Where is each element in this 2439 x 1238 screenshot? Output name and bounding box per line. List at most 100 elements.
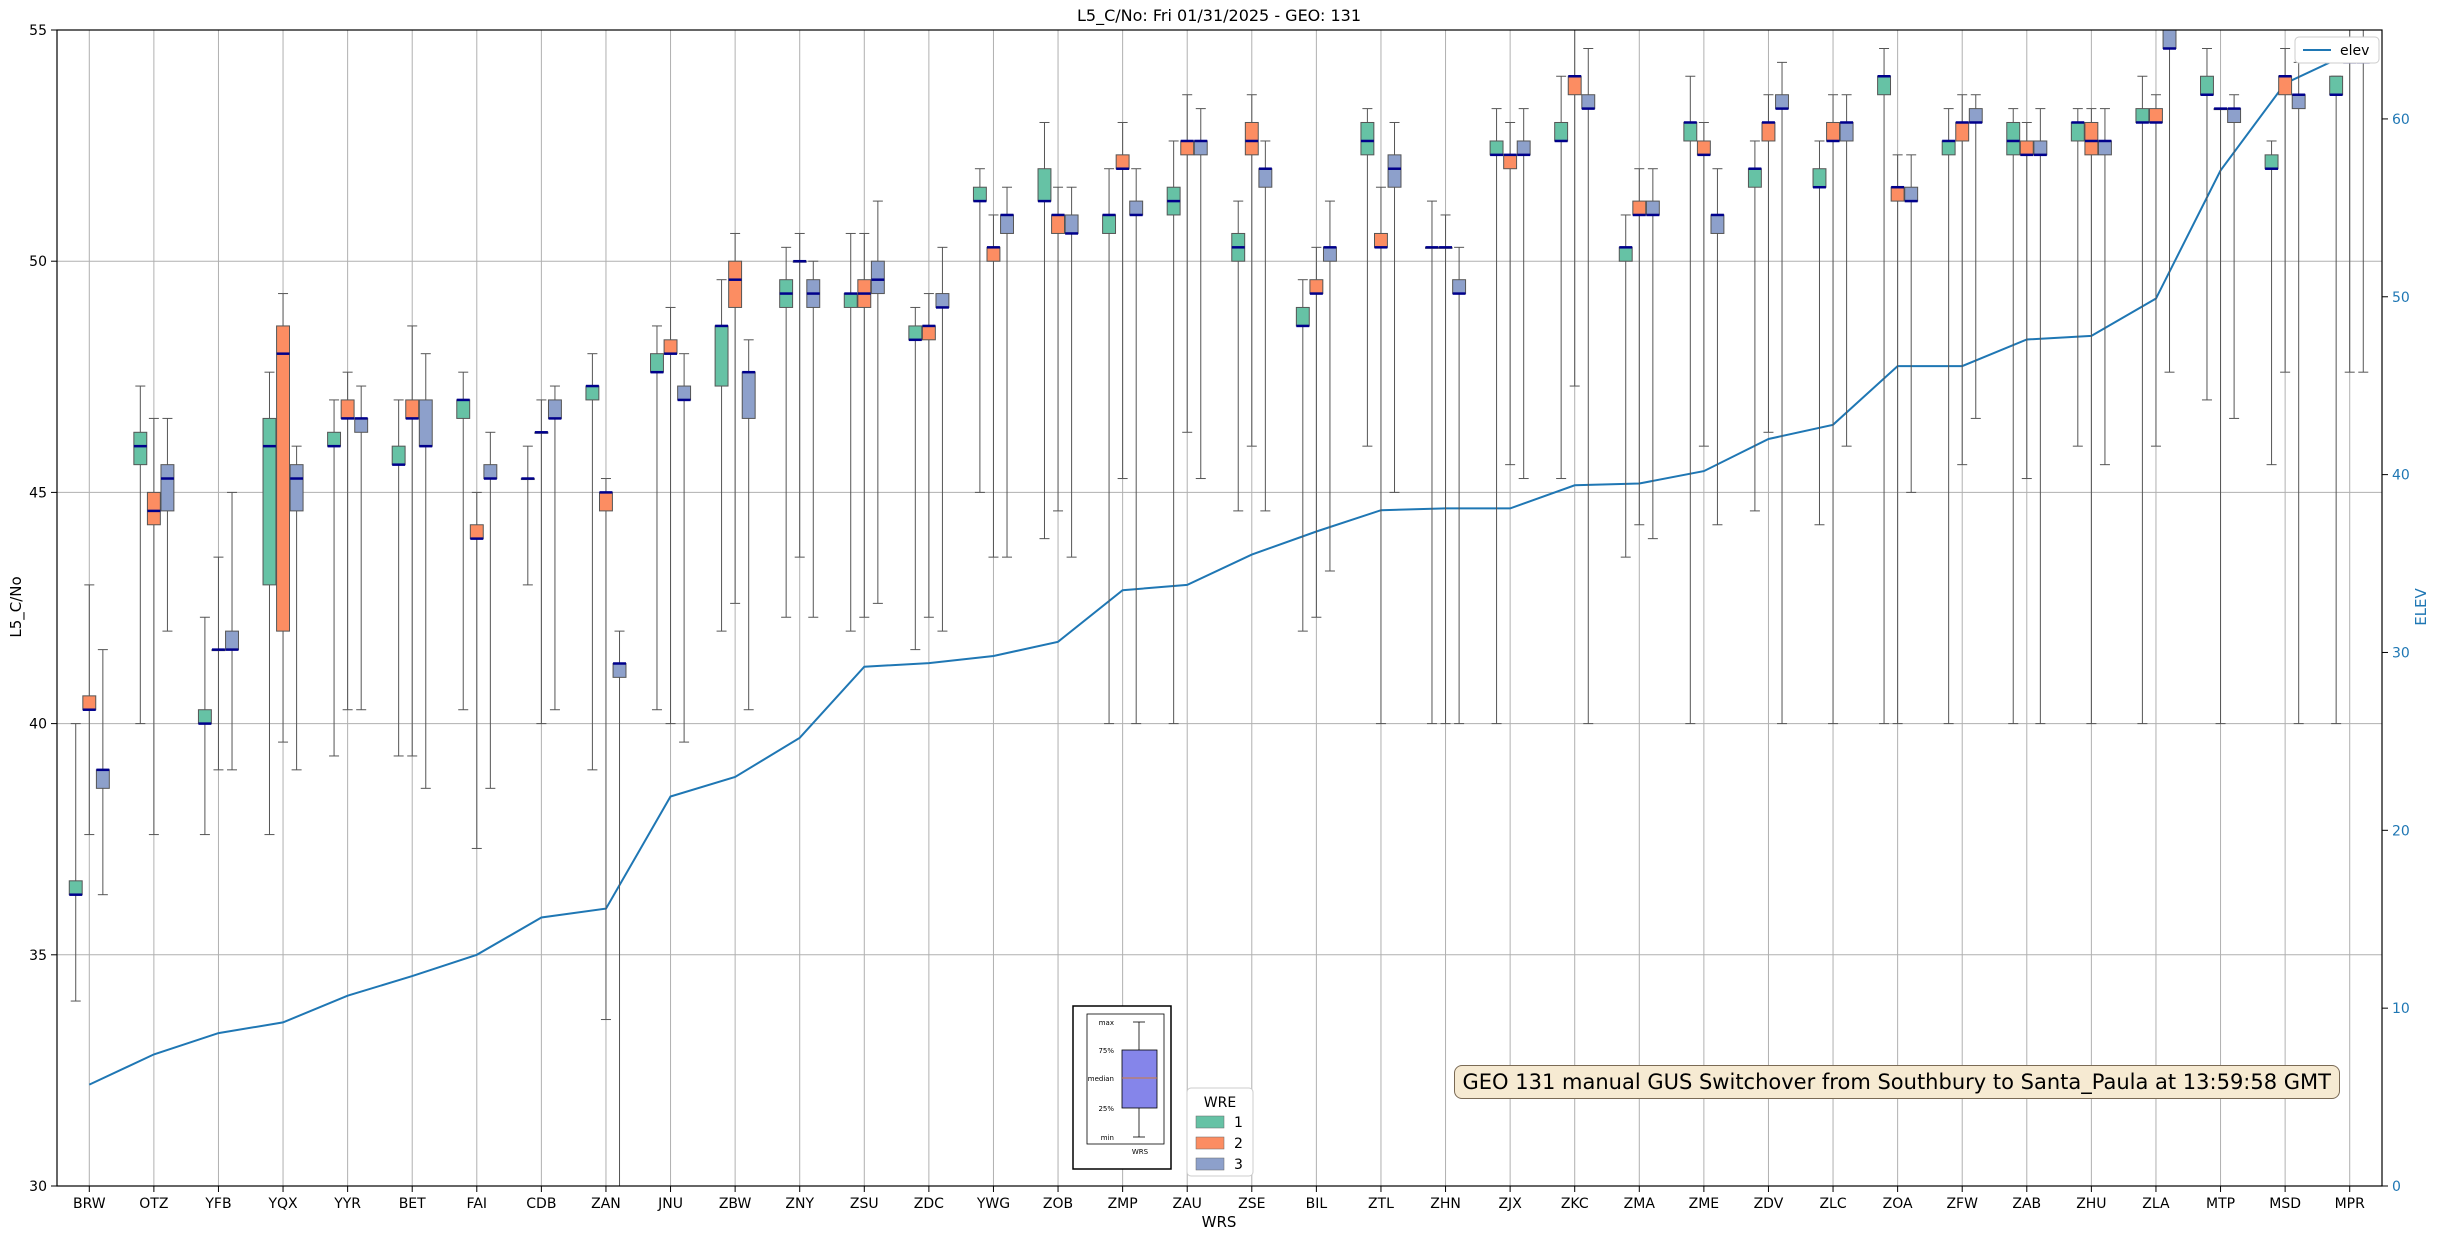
box-wre-3	[1581, 94, 1596, 110]
x-tick-label: ZME	[1689, 1196, 1720, 1212]
wre-legend: WRE 1 2 3	[1186, 1087, 1254, 1177]
box-group-cdb	[520, 385, 562, 725]
box-wre-3	[2033, 140, 2048, 156]
x-tick-label: ZSE	[1238, 1196, 1265, 1212]
box-wre-2	[663, 339, 678, 355]
plot-area-border	[56, 29, 2383, 1187]
x-tick-label: ZHU	[2076, 1196, 2106, 1212]
x-tick-label: ZOB	[1043, 1196, 1073, 1212]
key-label-25: 25%	[1098, 1105, 1114, 1113]
y-axis-label: L5_C/No	[7, 576, 26, 637]
x-tick-label: ZDC	[914, 1196, 944, 1212]
x-tick-label: MSD	[2269, 1196, 2301, 1212]
box-wre-2	[2084, 121, 2099, 156]
box-wre-3	[2291, 94, 2306, 110]
x-tick-label: MTP	[2206, 1196, 2235, 1212]
legend-entry-3: 3	[1234, 1157, 1243, 1173]
box-wre-1	[1941, 140, 1956, 156]
y2-tick-label: 20	[2392, 823, 2410, 839]
y-tick-label: 35	[29, 948, 47, 964]
box-wre-2	[1180, 140, 1195, 156]
y2-tick-label: 10	[2392, 1001, 2410, 1017]
box-group-fai	[456, 371, 498, 849]
box-wre-2	[1761, 121, 1776, 142]
box-group-yfb	[197, 491, 239, 836]
x-tick-label: OTZ	[139, 1196, 168, 1212]
x-tick-label: YYR	[333, 1196, 361, 1212]
x-tick-label: BRW	[73, 1196, 106, 1212]
y-tick-label: 45	[29, 485, 47, 501]
x-tick-label: CDB	[526, 1196, 556, 1212]
box-wre-1	[1747, 168, 1762, 188]
box-wre-2	[1503, 154, 1518, 170]
box-group-zbw	[714, 232, 756, 711]
x-tick-label: ZSU	[850, 1196, 879, 1212]
x-tick-label: YFB	[204, 1196, 231, 1212]
box-wre-3	[1839, 121, 1854, 142]
box-wre-2	[986, 246, 1001, 262]
x-tick-label: ZDV	[1754, 1196, 1784, 1212]
chart-title: L5_C/No: Fri 01/31/2025 - GEO: 131	[1077, 6, 1361, 26]
x-tick-label: ZMA	[1624, 1196, 1656, 1212]
box-wre-2	[728, 260, 743, 308]
box-wre-2	[340, 399, 355, 419]
y-tick-label: 30	[29, 1179, 47, 1195]
box-wre-3	[483, 464, 498, 480]
x-tick-label: ZJX	[1498, 1196, 1522, 1212]
box-wre-3	[935, 293, 950, 308]
x-tick-label: ZBW	[719, 1196, 752, 1212]
switchover-annotation: GEO 131 manual GUS Switchover from South…	[1453, 1065, 2340, 1099]
box-wre-1	[2006, 121, 2021, 156]
box-group-zse	[1231, 94, 1273, 512]
box-group-jnu	[650, 306, 692, 743]
box-wre-3	[1968, 108, 1983, 123]
legend-title: WRE	[1204, 1095, 1236, 1111]
box-key-inset: max 75% median 25% min WRS	[1072, 1005, 1172, 1170]
box-wre-1	[843, 293, 858, 308]
box-wre-1	[1877, 75, 1892, 96]
box-wre-3	[289, 464, 304, 512]
grid-lines	[57, 29, 2382, 1187]
box-wre-3	[1387, 154, 1402, 188]
box-group-zab	[2006, 108, 2048, 725]
box-group-zoa	[1877, 47, 1919, 725]
box-wre-3	[1258, 168, 1273, 188]
box-wre-3	[2097, 140, 2112, 156]
box-wre-2	[1696, 140, 1711, 156]
box-wre-1	[2070, 121, 2085, 142]
box-group-zjx	[1489, 108, 1531, 725]
x-tick-label: ZLA	[2142, 1196, 2170, 1212]
key-label-median: median	[1088, 1075, 1114, 1083]
box-wre-3	[1452, 279, 1467, 295]
elev-legend: elev	[2294, 36, 2380, 64]
box-wre-2	[1244, 121, 1259, 156]
box-wre-3	[225, 630, 239, 651]
x-tick-label: JNU	[657, 1196, 683, 1212]
y-tick-label: 55	[29, 23, 47, 39]
key-label-max: max	[1099, 1019, 1114, 1027]
box-group-zsu	[843, 200, 885, 632]
x-axis-label: WRS	[1202, 1213, 1237, 1231]
box-wre-1	[2329, 75, 2344, 96]
box-wre-3	[677, 385, 692, 401]
box-wre-2	[1826, 121, 1841, 142]
box-wre-1	[1554, 121, 1569, 142]
box-wre-1	[1295, 306, 1310, 327]
box-group-zme	[1683, 75, 1725, 725]
box-group-otz	[133, 385, 175, 836]
x-tick-label: ZAU	[1172, 1196, 1201, 1212]
box-wre-3	[1193, 140, 1208, 156]
box-wre-2	[1890, 186, 1905, 202]
x-tick-label: ZFW	[1946, 1196, 1978, 1212]
y2-axis-label: ELEV	[2412, 587, 2430, 625]
elev-legend-label: elev	[2340, 43, 2369, 59]
box-wre-1	[1683, 121, 1698, 142]
box-wre-1	[714, 325, 729, 387]
box-wre-2	[1051, 214, 1066, 234]
box-wre-2	[469, 524, 484, 540]
x-tick-label: ZLC	[1819, 1196, 1846, 1212]
x-tick-label: MPR	[2335, 1196, 2366, 1212]
box-wre-1	[1489, 140, 1504, 156]
box-wre-3	[1775, 94, 1789, 110]
box-wre-2	[1309, 279, 1324, 295]
